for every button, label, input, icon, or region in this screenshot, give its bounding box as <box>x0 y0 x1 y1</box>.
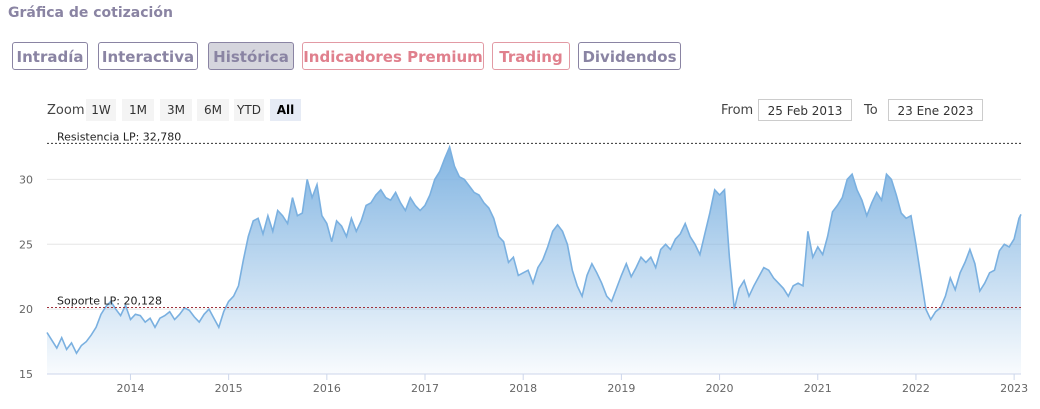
from-date-input[interactable]: 25 Feb 2013 <box>758 99 852 121</box>
x-tick-label: 2016 <box>313 382 341 395</box>
tab-dividendos[interactable]: Dividendos <box>578 42 681 70</box>
zoom-3m-button[interactable]: 3M <box>160 99 192 121</box>
from-label: From <box>721 103 754 118</box>
x-tick-label: 2018 <box>509 382 537 395</box>
section-title: Gráfica de cotización <box>8 5 173 21</box>
zoom-6m-button[interactable]: 6M <box>197 99 229 121</box>
y-tick-label: 25 <box>19 238 33 251</box>
chart-annotations: Resistencia LP: 32,780 Soporte LP: 20,128 <box>47 130 1021 308</box>
tab-historica[interactable]: Histórica <box>208 42 294 70</box>
tab-indicadores-premium[interactable]: Indicadores Premium <box>302 42 484 70</box>
price-line <box>46 144 1022 355</box>
y-tick-label: 30 <box>19 173 33 186</box>
x-tick-label: 2015 <box>215 382 243 395</box>
x-tick-label: 2014 <box>116 382 144 395</box>
x-tick-label: 2020 <box>706 382 734 395</box>
zoom-label: Zoom <box>47 103 85 118</box>
x-tick-label: 2022 <box>902 382 930 395</box>
y-tick-label: 15 <box>19 368 33 381</box>
zoom-1w-button[interactable]: 1W <box>86 99 116 121</box>
resistance-label: Resistencia LP: 32,780 <box>57 130 181 143</box>
tab-trading[interactable]: Trading <box>492 42 570 70</box>
zoom-ytd-button[interactable]: YTD <box>234 99 264 121</box>
y-tick-label: 20 <box>19 303 33 316</box>
zoom-all-button[interactable]: All <box>270 99 301 121</box>
to-date-input[interactable]: 23 Ene 2023 <box>888 99 983 121</box>
support-label: Soporte LP: 20,128 <box>57 294 162 307</box>
x-tick-label: 2017 <box>411 382 439 395</box>
x-tick-label: 2023 <box>1000 382 1028 395</box>
tab-intradia[interactable]: Intradía <box>12 42 88 70</box>
x-tick-label: 2019 <box>607 382 635 395</box>
x-tick-label: 2021 <box>804 382 832 395</box>
tab-interactiva[interactable]: Interactiva <box>98 42 198 70</box>
to-label: To <box>864 103 878 118</box>
zoom-1m-button[interactable]: 1M <box>122 99 154 121</box>
price-area <box>47 147 1021 374</box>
chart-axes: 15 20 25 30 2014 2015 2016 2017 2018 2019 2020 2021… <box>19 173 1028 395</box>
